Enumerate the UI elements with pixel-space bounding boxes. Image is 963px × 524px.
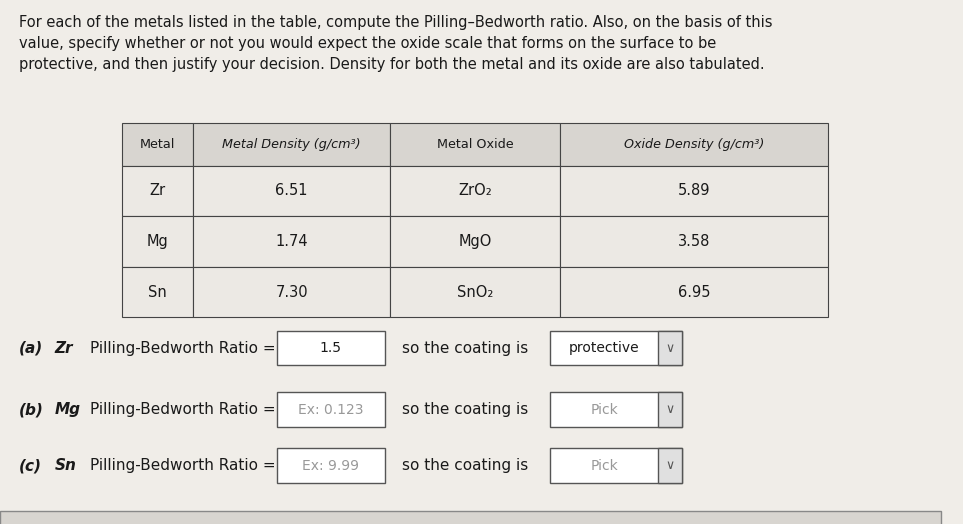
- Bar: [122, 166, 193, 216]
- Bar: [560, 123, 828, 166]
- Bar: [390, 123, 560, 166]
- Text: Pilling-Bedworth Ratio =: Pilling-Bedworth Ratio =: [91, 458, 276, 473]
- Text: 1.74: 1.74: [275, 234, 308, 249]
- Bar: [276, 449, 385, 483]
- Bar: [122, 267, 193, 318]
- Text: 7.30: 7.30: [275, 285, 308, 300]
- Text: (b): (b): [19, 402, 43, 417]
- Bar: [122, 123, 193, 166]
- Bar: [658, 331, 682, 366]
- Text: protective: protective: [569, 341, 639, 355]
- Bar: [551, 449, 682, 483]
- Text: Metal Ḋensity (g/cm³): Metal Ḋensity (g/cm³): [222, 138, 361, 151]
- Bar: [276, 331, 385, 366]
- Text: 5.89: 5.89: [678, 183, 710, 199]
- Bar: [193, 267, 390, 318]
- Bar: [193, 216, 390, 267]
- Bar: [0, 511, 941, 524]
- Bar: [560, 216, 828, 267]
- Text: so the coating is: so the coating is: [402, 458, 528, 473]
- Bar: [560, 166, 828, 216]
- Bar: [276, 392, 385, 427]
- Text: Oxide Density (g/cm³): Oxide Density (g/cm³): [624, 138, 764, 151]
- Bar: [658, 392, 682, 427]
- Bar: [551, 392, 682, 427]
- Bar: [193, 123, 390, 166]
- Bar: [560, 267, 828, 318]
- Text: (a): (a): [19, 341, 43, 356]
- Text: Pick: Pick: [590, 459, 618, 473]
- Bar: [0, 511, 941, 512]
- Text: Ex: 0.123: Ex: 0.123: [298, 402, 363, 417]
- Text: SnO₂: SnO₂: [457, 285, 493, 300]
- Text: 6.95: 6.95: [678, 285, 710, 300]
- Text: ∨: ∨: [665, 403, 674, 416]
- Text: MgO: MgO: [458, 234, 492, 249]
- Text: 6.51: 6.51: [275, 183, 308, 199]
- Text: ZrO₂: ZrO₂: [458, 183, 492, 199]
- Bar: [390, 267, 560, 318]
- Text: Pilling-Bedworth Ratio =: Pilling-Bedworth Ratio =: [91, 341, 276, 356]
- Text: Sn: Sn: [148, 285, 167, 300]
- Bar: [551, 331, 682, 366]
- Text: Metal Oxide: Metal Oxide: [437, 138, 513, 151]
- Text: so the coating is: so the coating is: [402, 402, 528, 417]
- Bar: [193, 166, 390, 216]
- Text: Pilling-Bedworth Ratio =: Pilling-Bedworth Ratio =: [91, 402, 276, 417]
- Text: Mg: Mg: [55, 402, 81, 417]
- Text: Zr: Zr: [149, 183, 166, 199]
- Bar: [390, 216, 560, 267]
- Text: (c): (c): [19, 458, 41, 473]
- Text: 1.5: 1.5: [320, 341, 342, 355]
- Text: so the coating is: so the coating is: [402, 341, 528, 356]
- Text: ∨: ∨: [665, 460, 674, 472]
- Text: Ex: 9.99: Ex: 9.99: [302, 459, 359, 473]
- Bar: [658, 449, 682, 483]
- Text: Pick: Pick: [590, 402, 618, 417]
- Bar: [390, 166, 560, 216]
- Text: Metal: Metal: [140, 138, 175, 151]
- Text: ∨: ∨: [665, 342, 674, 355]
- Bar: [122, 216, 193, 267]
- Text: For each of the metals listed in the table, compute the Pilling–Bedworth ratio. : For each of the metals listed in the tab…: [19, 15, 772, 72]
- Text: Mg: Mg: [146, 234, 169, 249]
- Text: 3.58: 3.58: [678, 234, 710, 249]
- Text: Sn: Sn: [55, 458, 76, 473]
- Text: Zr: Zr: [55, 341, 73, 356]
